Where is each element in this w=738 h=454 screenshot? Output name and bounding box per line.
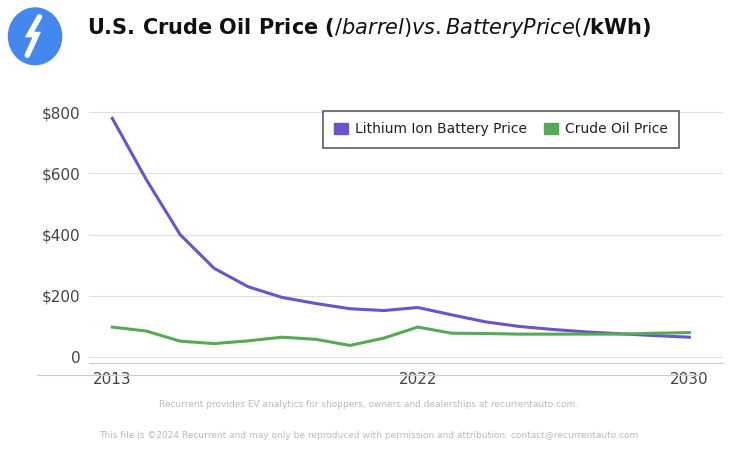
Circle shape [9, 8, 61, 64]
Text: This file is ©2024 Recurrent and may only be reproduced with permission and attr: This file is ©2024 Recurrent and may onl… [100, 431, 638, 440]
Legend: Lithium Ion Battery Price, Crude Oil Price: Lithium Ion Battery Price, Crude Oil Pri… [323, 111, 679, 148]
Text: Recurrent provides EV analytics for shoppers, owners and dealerships at recurren: Recurrent provides EV analytics for shop… [159, 400, 579, 409]
Text: U.S. Crude Oil Price ($/barrel)vs. Battery Price ($/kWh): U.S. Crude Oil Price ($/barrel)vs. Batte… [87, 16, 651, 40]
